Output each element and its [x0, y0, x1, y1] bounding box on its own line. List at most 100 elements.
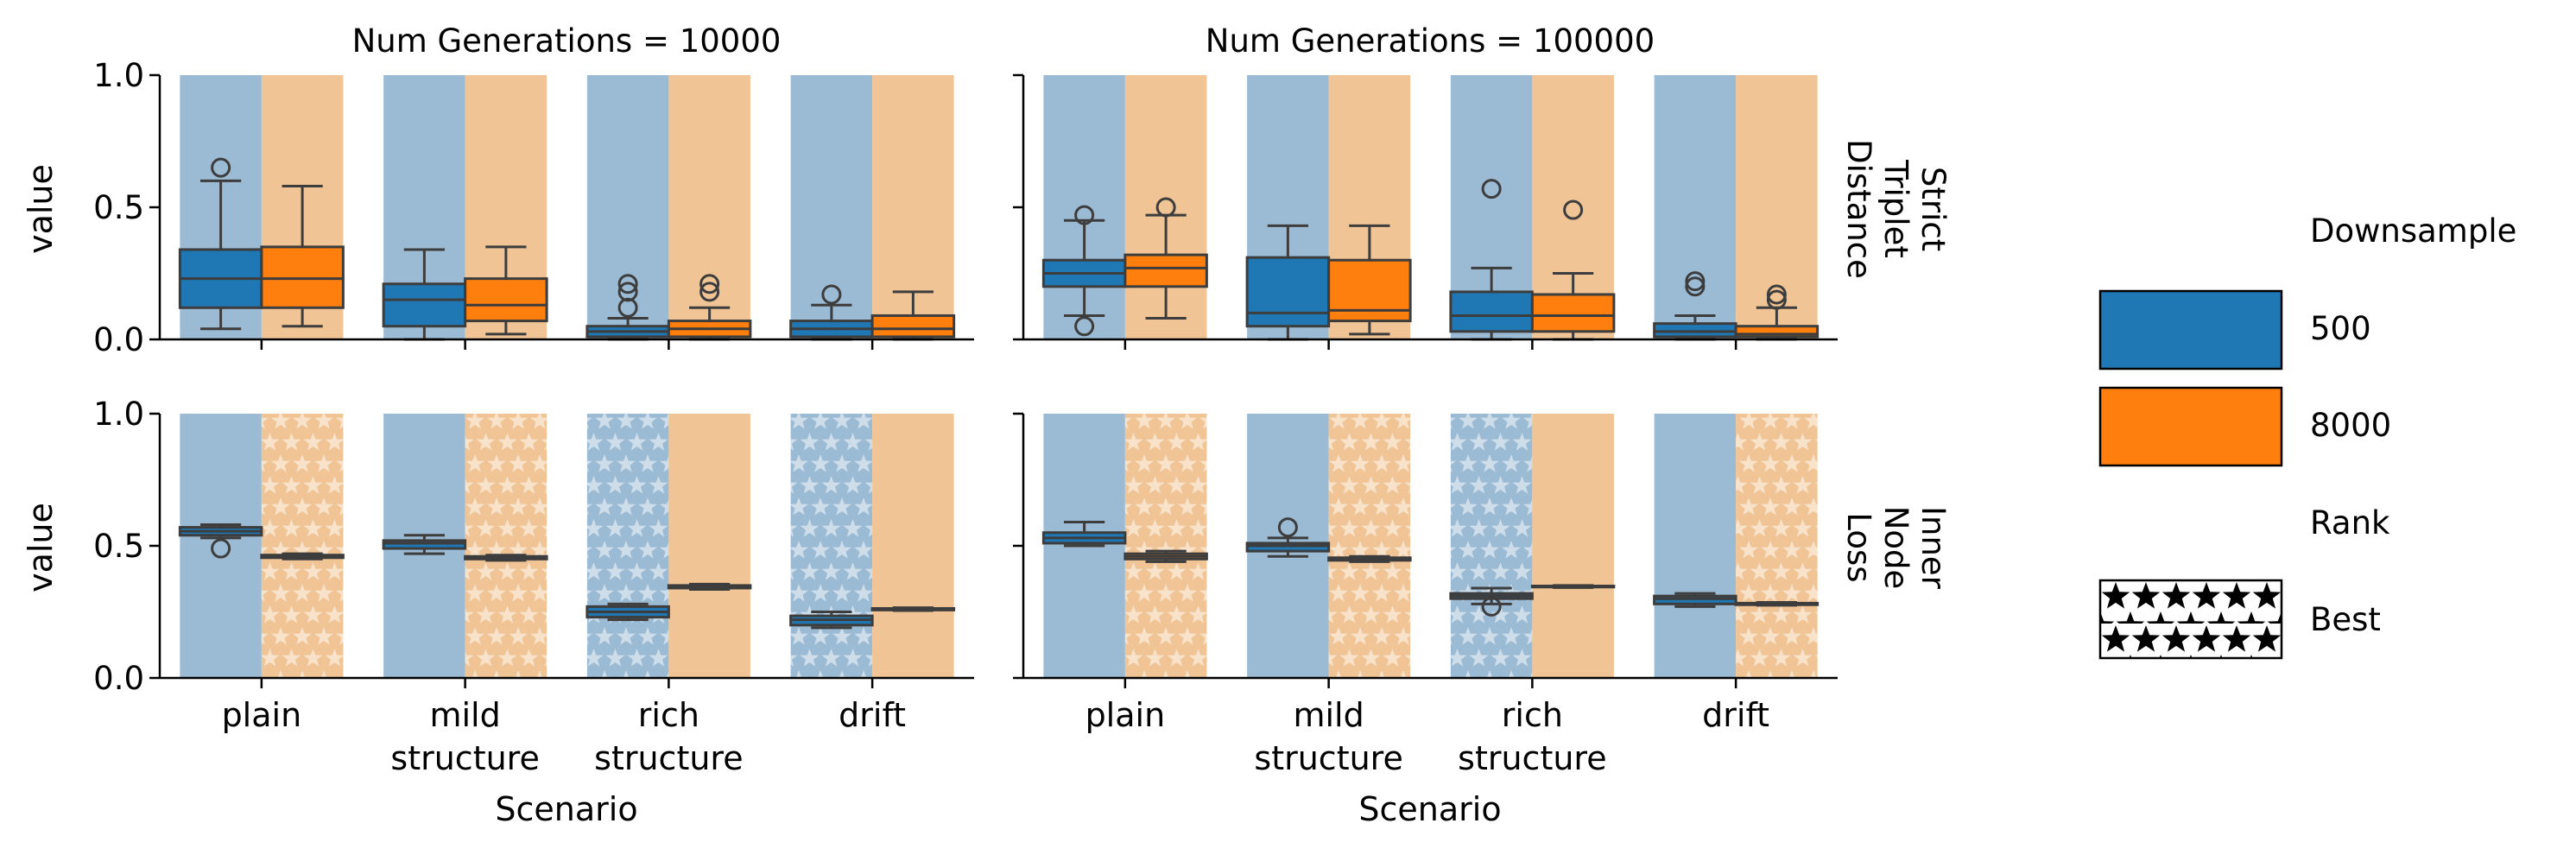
row-facet-title-line: Strict: [1915, 167, 1952, 251]
panel-1-0: 0.0 0.5 1.0 plain mild structure rich structure…: [93, 396, 974, 777]
outlier-point: [1481, 179, 1502, 200]
box-plain-8000: [260, 185, 345, 328]
background-band: [668, 75, 750, 339]
x-tick-label: mild: [1293, 696, 1364, 734]
box-body: [1123, 253, 1208, 288]
background-band: [872, 414, 954, 678]
box-rich-structure-500: [1449, 179, 1534, 341]
outlier-point: [1481, 596, 1502, 617]
legend-label-500: 500: [2310, 310, 2371, 347]
x-axis-label: Scenario: [495, 790, 637, 828]
box-body: [464, 277, 548, 323]
x-tick-label: mild: [429, 696, 500, 734]
outlier-point: [1766, 289, 1787, 310]
panel-0-1: [1013, 73, 1838, 350]
background-band: [586, 75, 669, 339]
background-band: [790, 75, 873, 339]
box-body: [382, 539, 467, 550]
box-mild-structure-8000: [464, 554, 548, 562]
background-band: [1654, 75, 1737, 339]
best-rank-pattern: [1450, 414, 1533, 678]
box-body: [382, 282, 467, 328]
box-mild-structure-500: [382, 534, 467, 555]
row-facet-title-line: Inner: [1915, 506, 1952, 590]
x-tick-label: drift: [839, 696, 906, 734]
y-axis-label: value: [22, 164, 60, 254]
x-tick-label: plain: [1085, 696, 1166, 734]
outlier-point: [617, 274, 638, 294]
box-mild-structure-500: [1245, 517, 1331, 558]
box-rich-structure-500: [1449, 586, 1534, 617]
box-body: [1530, 293, 1616, 333]
legend-label-8000: 8000: [2310, 407, 2391, 444]
outlier-point: [1074, 205, 1095, 225]
box-drift-500: [1653, 592, 1737, 608]
x-tick-label: rich: [1502, 696, 1563, 734]
x-tick-label: rich: [638, 696, 699, 734]
best-rank-pattern: [1328, 414, 1411, 678]
row-facet-title-line: Loss: [1840, 512, 1877, 582]
y-axis-label: value: [22, 503, 60, 592]
best-rank-pattern: [586, 414, 669, 678]
column-facet-title: Num Generations = 10000: [352, 22, 782, 60]
row-facet-title-line: Node: [1877, 506, 1915, 590]
outlier-point: [617, 297, 638, 318]
box-drift-8000: [1734, 600, 1820, 607]
row-facet-title-line: Distance: [1840, 139, 1877, 279]
box-mild-structure-500: [382, 248, 467, 341]
outlier-point: [1685, 276, 1706, 297]
best-rank-pattern: [790, 414, 873, 678]
legend-label-best: Best: [2310, 601, 2381, 638]
box-mild-structure-8000: [464, 245, 548, 336]
outlier-point: [1074, 316, 1095, 337]
outlier-point: [211, 157, 231, 178]
legend-swatch-500: [2098, 289, 2283, 370]
outlier-point: [1277, 517, 1298, 538]
box-body: [870, 314, 956, 339]
box-body: [1449, 290, 1534, 333]
outlier-point: [211, 538, 231, 559]
box-plain-500: [1041, 205, 1127, 337]
box-rich-structure-500: [585, 602, 670, 622]
box-body: [1653, 322, 1737, 339]
x-tick-label: structure: [1254, 739, 1402, 777]
y-tick-label: 1.0: [93, 396, 144, 433]
x-tick-label: structure: [390, 739, 539, 777]
y-tick-label: 0.5: [93, 189, 144, 226]
box-rich-structure-8000: [1530, 584, 1616, 589]
best-rank-pattern: [261, 414, 344, 678]
panels: 0.0 0.5 1.0 0.0 0.5 1.0 plain mild structure rich…: [93, 57, 1838, 777]
background-band: [1736, 75, 1818, 339]
best-rank-pattern: [1736, 414, 1818, 678]
box-drift-500: [789, 284, 874, 341]
legend-swatch-best: [2098, 579, 2283, 660]
outlier-point: [699, 274, 720, 294]
legend: Downsample 500 8000 Rank Best: [2098, 212, 2516, 660]
box-plain-8000: [1123, 197, 1208, 320]
legend-title-downsample: Downsample: [2310, 212, 2516, 250]
outlier-point: [617, 282, 638, 302]
row-facet-title-line: Triplet: [1877, 159, 1915, 258]
y-tick-label: 0.0: [93, 660, 144, 697]
box-plain-500: [178, 523, 263, 559]
panel-0-0: 0.0 0.5 1.0: [93, 57, 974, 358]
box-plain-500: [178, 157, 263, 331]
x-tick-label: structure: [594, 739, 743, 777]
legend-swatch-8000: [2098, 386, 2283, 467]
x-tick-label: structure: [1458, 739, 1606, 777]
background-band: [180, 414, 262, 678]
best-rank-pattern: [465, 414, 547, 678]
x-tick-label: drift: [1702, 696, 1769, 734]
box-mild-structure-8000: [1327, 224, 1412, 336]
panel-1-1: plain mild structure rich structure drift: [1013, 412, 1838, 777]
x-tick-label: plain: [222, 696, 302, 734]
box-body: [260, 245, 345, 309]
box-plain-8000: [260, 552, 345, 560]
box-plain-8000: [1123, 549, 1208, 563]
box-rich-structure-500: [585, 274, 670, 341]
box-mild-structure-8000: [1327, 554, 1412, 563]
box-drift-8000: [870, 606, 956, 612]
box-plain-500: [1041, 520, 1127, 548]
box-body: [1327, 258, 1412, 323]
